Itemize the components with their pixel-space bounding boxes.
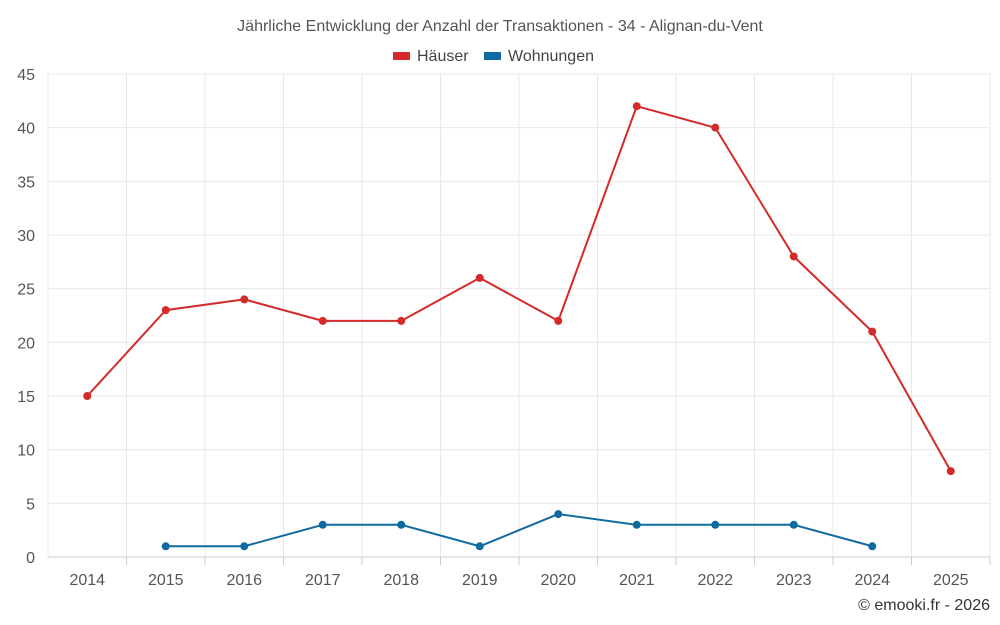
series: [83, 102, 955, 551]
data-point-wohnungen[interactable]: [868, 542, 877, 551]
data-point-wohnungen[interactable]: [554, 510, 563, 519]
data-point-haeuser[interactable]: [475, 273, 484, 282]
y-tick-label: 35: [17, 174, 35, 191]
x-tick-label: 2023: [776, 572, 812, 589]
x-tick-label: 2017: [305, 572, 341, 589]
data-point-haeuser[interactable]: [868, 327, 877, 336]
x-tick-label: 2019: [462, 572, 498, 589]
x-tick-label: 2020: [540, 572, 576, 589]
data-point-wohnungen[interactable]: [475, 542, 484, 551]
grid: [47, 73, 991, 557]
x-tick-label: 2016: [226, 572, 262, 589]
data-point-wohnungen[interactable]: [711, 520, 720, 529]
y-tick-label: 40: [17, 121, 35, 138]
legend: Häuser Wohnungen: [393, 48, 594, 65]
y-tick-label: 20: [17, 335, 35, 352]
data-point-haeuser[interactable]: [632, 102, 641, 111]
y-tick-label: 45: [17, 67, 35, 84]
x-tick-label: 2021: [619, 572, 655, 589]
y-tick-label: 30: [17, 228, 35, 245]
data-point-wohnungen[interactable]: [240, 542, 249, 551]
y-tick-label: 25: [17, 282, 35, 299]
data-point-haeuser[interactable]: [554, 316, 563, 325]
legend-item-wohnungen[interactable]: Wohnungen: [484, 48, 594, 65]
data-point-haeuser[interactable]: [318, 316, 327, 325]
x-tick-label: 2015: [148, 572, 184, 589]
data-point-wohnungen[interactable]: [161, 542, 170, 551]
series-line-wohnungen: [165, 513, 873, 548]
legend-item-haeuser[interactable]: Häuser: [393, 48, 469, 65]
data-point-wohnungen[interactable]: [397, 520, 406, 529]
chart-title: Jährliche Entwicklung der Anzahl der Tra…: [237, 18, 763, 35]
legend-label-haeuser: Häuser: [417, 48, 469, 65]
legend-swatch-wohnungen: [484, 52, 501, 60]
x-tick-label: 2022: [697, 572, 733, 589]
series-line-haeuser: [86, 105, 952, 472]
series-haeuser: [83, 102, 955, 476]
data-point-haeuser[interactable]: [789, 252, 798, 261]
x-tick-label: 2024: [854, 572, 890, 589]
data-point-haeuser[interactable]: [397, 316, 406, 325]
x-tick-label: 2025: [933, 572, 969, 589]
legend-label-wohnungen: Wohnungen: [508, 48, 594, 65]
y-tick-label: 0: [26, 550, 35, 567]
data-point-haeuser[interactable]: [240, 295, 249, 304]
data-point-wohnungen[interactable]: [632, 520, 641, 529]
data-point-wohnungen[interactable]: [318, 520, 327, 529]
y-tick-label: 10: [17, 443, 35, 460]
series-wohnungen: [161, 510, 877, 551]
data-point-haeuser[interactable]: [161, 306, 170, 315]
y-tick-label: 5: [26, 496, 35, 513]
credit: © emooki.fr - 2026: [858, 597, 990, 614]
data-point-wohnungen[interactable]: [789, 520, 798, 529]
x-tick-label: 2014: [69, 572, 105, 589]
data-point-haeuser[interactable]: [711, 123, 720, 132]
data-point-haeuser[interactable]: [946, 467, 955, 476]
data-point-haeuser[interactable]: [83, 392, 92, 400]
legend-swatch-haeuser: [393, 52, 410, 60]
y-tick-label: 15: [17, 389, 35, 406]
x-tick-label: 2018: [383, 572, 419, 589]
